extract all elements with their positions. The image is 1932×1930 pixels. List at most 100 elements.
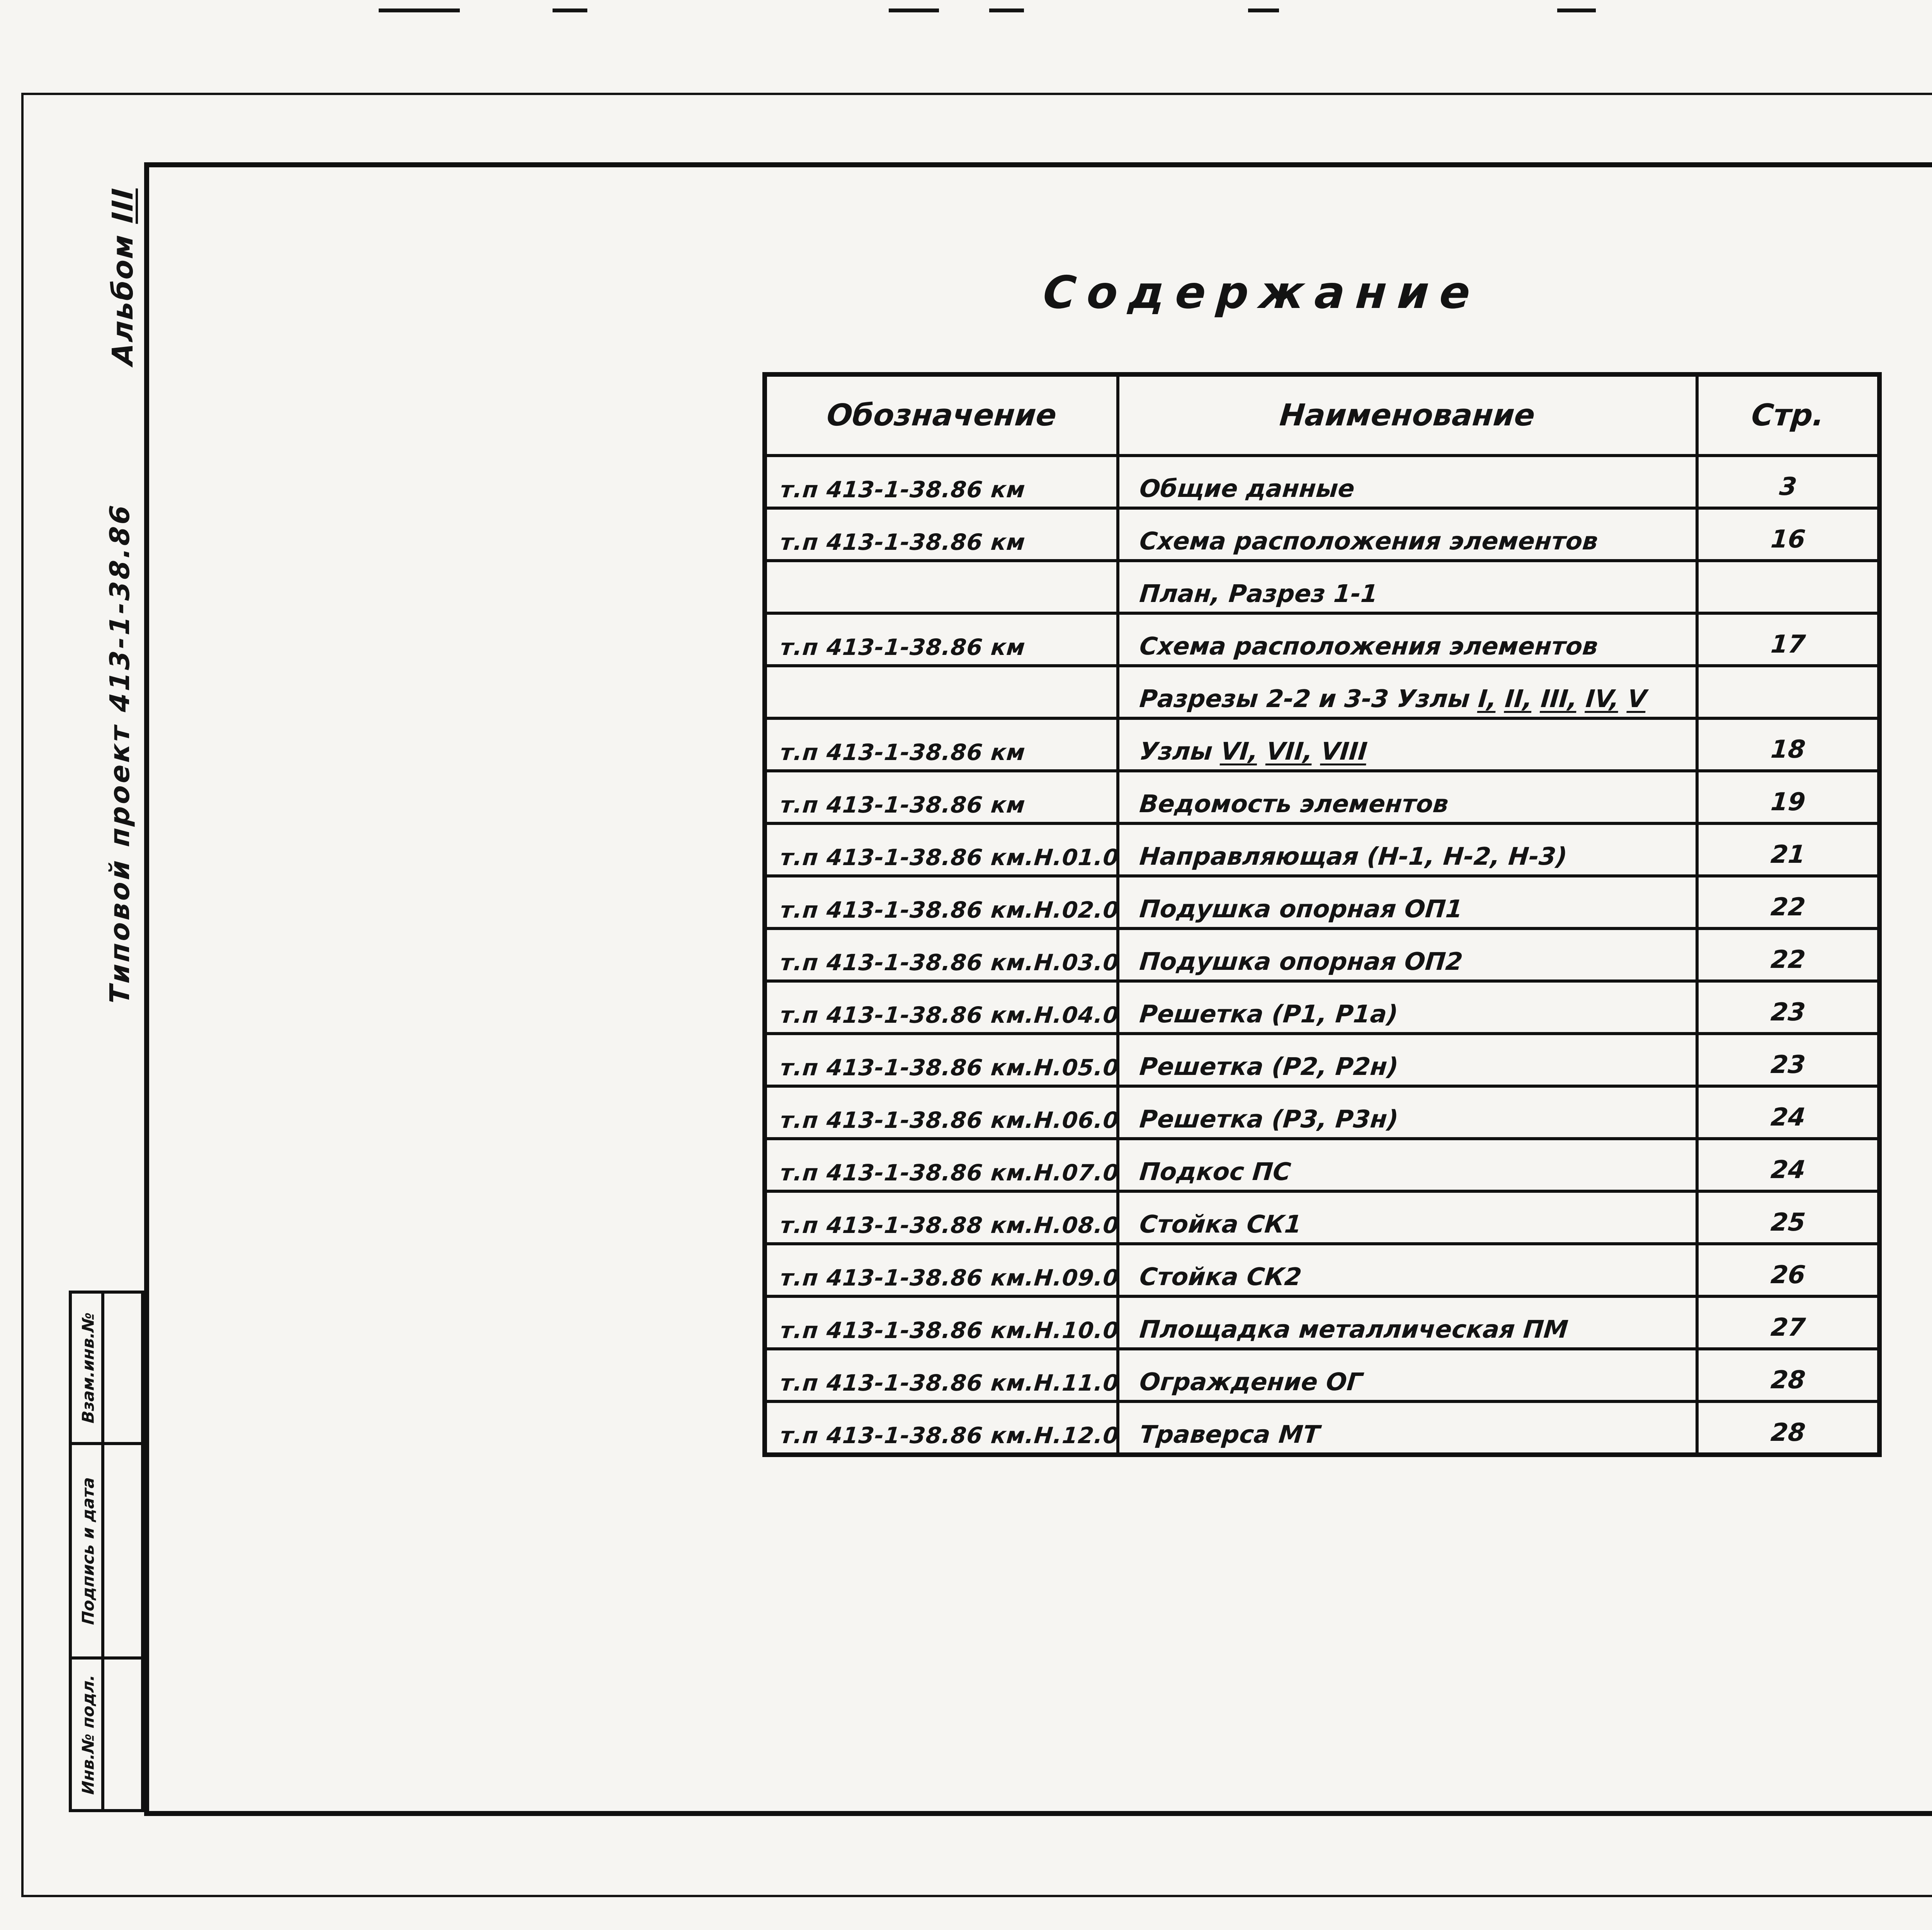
scan-artifact-dash [989,9,1024,12]
toc-row: т.п 413-1-38.86 км Схема расположения эле… [767,612,1877,664]
stamp-label: Взам.инв.№ [78,1312,98,1424]
toc-cell-page: 18 [1769,735,1807,764]
toc-cell-designation: т.п 413-1-38.88 км.Н.08.000 [767,1193,1119,1242]
toc-row: т.п 413-1-38.86 км.Н.01.000 Направляющая … [767,822,1877,874]
toc-cell-page [1699,667,1877,717]
stamp-label-column: Взам.инв.№ [72,1294,104,1442]
toc-row: т.п 413-1-38.86 км Ведомость элементов 19 [767,769,1877,822]
toc-cell-designation: т.п 413-1-38.86 км.Н.02.000 [767,877,1119,927]
toc-row: т.п 413-1-38.88 км.Н.08.000 Стойка СК1 25 [767,1190,1877,1242]
toc-cell-name: Ведомость элементов [1119,772,1699,822]
toc-cell-name: Решетка (Р2, Р2н) [1119,1035,1699,1085]
inner-frame-left [144,162,149,1816]
stamp-label-column: Подпись и дата [72,1445,104,1657]
stamp-boxes: Взам.инв.№ Подпись и дата Инв.№ подл. [69,1291,144,1812]
toc-cell-name: Узлы VI, VII, VIII [1119,720,1699,769]
toc-cell-page: 17 [1769,630,1807,659]
toc-cell-name: Стойка СК1 [1119,1193,1699,1242]
toc-cell-name: Разрезы 2-2 и 3-3 Узлы I, II, III, IV, V [1119,667,1699,717]
toc-row: т.п 413-1-38.86 км Схема расположения эле… [767,507,1877,559]
stamp-label-column: Инв.№ подл. [72,1660,104,1809]
inner-frame-top [144,162,1932,167]
stamp-label: Подпись и дата [78,1476,98,1625]
toc-cell-page: 23 [1769,998,1807,1027]
toc-cell-designation: т.п 413-1-38.86 км.Н.10.000 [767,1298,1119,1347]
toc-cell-name: Площадка металлическая ПМ [1119,1298,1699,1347]
inner-frame-bottom [144,1811,1932,1816]
toc-cell-page: 24 [1769,1103,1807,1132]
toc-row: т.п 413-1-38.86 км.Н.10.000 Площадка мета… [767,1295,1877,1347]
toc-cell-name: Подушка опорная ОП1 [1119,877,1699,927]
outer-sheet-border [21,93,1932,1897]
toc-cell-designation: т.п 413-1-38.86 км.Н.11.000 [767,1350,1119,1400]
toc-row: т.п 413-1-38.86 км.Н.07.000 Подкос ПС 24 [767,1137,1877,1190]
toc-row: т.п 413-1-38.86 км.Н.12.000 Траверса МТ 28 [767,1400,1877,1452]
toc-header-row: Обозначение Наименование Стр. [767,377,1877,454]
album-number: III [106,186,139,224]
toc-cell-name: Подушка опорная ОП2 [1119,930,1699,979]
toc-cell-page: 23 [1769,1051,1807,1079]
toc-cell-page: 16 [1769,525,1807,554]
stamp-label: Инв.№ подл. [78,1673,98,1795]
toc-cell-page [1699,562,1877,612]
stamp-box: Подпись и дата [72,1445,141,1660]
toc-cell-name: Схема расположения элементов [1119,510,1699,559]
page-title: Содержание [1041,267,1483,319]
toc-cell-name: Подкос ПС [1119,1140,1699,1190]
toc-cell-page: 25 [1769,1208,1807,1237]
toc-cell-page: 26 [1769,1261,1807,1289]
toc-cell-page: 22 [1769,945,1807,974]
toc-cell-designation: т.п 413-1-38.86 км.Н.07.000 [767,1140,1119,1190]
scan-artifact-dash [1248,9,1279,12]
toc-header-designation: Обозначение [825,398,1058,433]
toc-cell-designation: т.п 413-1-38.86 км [767,772,1119,822]
toc-row: Разрезы 2-2 и 3-3 Узлы I, II, III, IV, V [767,664,1877,717]
toc-cell-designation: т.п 413-1-38.86 км.Н.04.000 [767,983,1119,1032]
toc-row: т.п 413-1-38.86 км.Н.06.000 Решетка (Р3, … [767,1085,1877,1137]
toc-cell-designation [767,667,1119,717]
toc-cell-designation: т.п 413-1-38.86 км.Н.01.000 [767,825,1119,874]
toc-cell-name: Схема расположения элементов [1119,615,1699,664]
toc-cell-name: Общие данные [1119,457,1699,507]
toc-cell-designation: т.п 413-1-38.86 км [767,720,1119,769]
toc-row: т.п 413-1-38.86 км.Н.02.000 Подушка опорн… [767,874,1877,927]
toc-cell-page: 22 [1769,893,1807,922]
toc-row: т.п 413-1-38.86 км.Н.03.000 Подушка опорн… [767,927,1877,979]
toc-cell-page: 28 [1769,1418,1807,1447]
toc-cell-designation: т.п 413-1-38.86 км [767,510,1119,559]
scan-artifact-dash [379,9,460,12]
toc-cell-name: План, Разрез 1-1 [1119,562,1699,612]
toc-row: т.п 413-1-38.86 км.Н.09.000 Стойка СК2 26 [767,1242,1877,1295]
project-vertical-label: Типовой проект 413-1-38.86 [104,502,136,1005]
toc-cell-name: Направляющая (Н-1, Н-2, Н-3) [1119,825,1699,874]
toc-cell-page: 24 [1769,1156,1807,1184]
toc-row: т.п 413-1-38.86 км.Н.11.000 Ограждение ОГ… [767,1347,1877,1400]
scan-artifact-dash [553,9,587,12]
toc-row: План, Разрез 1-1 [767,559,1877,612]
toc-row: т.п 413-1-38.86 км Общие данные 3 [767,454,1877,507]
toc-cell-name: Траверса МТ [1119,1403,1699,1452]
toc-cell-designation: т.п 413-1-38.86 км [767,457,1119,507]
stamp-box: Инв.№ подл. [72,1660,141,1809]
toc-cell-designation [767,562,1119,612]
toc-cell-designation: т.п 413-1-38.86 км.Н.12.000 [767,1403,1119,1452]
album-vertical-label: Альбом III [106,186,139,366]
album-label: Альбом [106,233,139,366]
scan-artifact-dash [1557,9,1596,12]
toc-cell-name: Стойка СК2 [1119,1245,1699,1295]
toc-cell-page: 28 [1769,1366,1807,1394]
toc-cell-page: 21 [1769,840,1807,869]
toc-cell-designation: т.п 413-1-38.86 км.Н.03.000 [767,930,1119,979]
toc-row: т.п 413-1-38.86 км Узлы VI, VII, VIII 18 [767,717,1877,769]
toc-row: т.п 413-1-38.86 км.Н.05.000 Решетка (Р2, … [767,1032,1877,1085]
toc-header-name: Наименование [1278,398,1537,433]
toc-table: Обозначение Наименование Стр. т.п 413-1-… [762,372,1882,1457]
toc-row: т.п 413-1-38.86 км.Н.04.000 Решетка (Р1, … [767,979,1877,1032]
toc-cell-page: 27 [1769,1313,1807,1342]
toc-cell-designation: т.п 413-1-38.86 км.Н.06.000 [767,1088,1119,1137]
toc-cell-name: Решетка (Р3, Р3н) [1119,1088,1699,1137]
toc-cell-name: Решетка (Р1, Р1а) [1119,983,1699,1032]
toc-header-page: Стр. [1750,398,1826,433]
stamp-box: Взам.инв.№ [72,1294,141,1445]
